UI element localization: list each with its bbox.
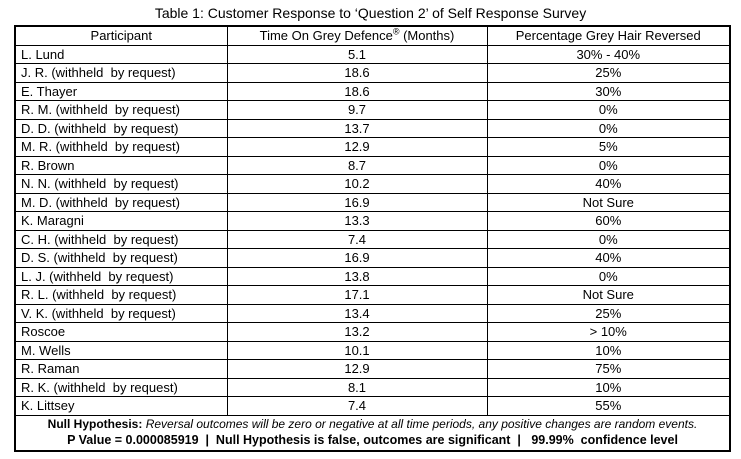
customer-response-table: Participant Time On Grey Defence® (Month… — [14, 25, 731, 452]
percentage-cell: 40% — [486, 248, 731, 268]
percentage-cell: 0% — [486, 266, 731, 286]
months-cell: 7.4 — [226, 396, 488, 416]
footnote-cell: Null Hypothesis: Reversal outcomes will … — [14, 414, 731, 451]
participant-cell: V. K. (withheld by request) — [14, 303, 228, 323]
months-cell: 16.9 — [226, 248, 488, 268]
table-row: K. Littsey 7.4 55% — [14, 396, 731, 416]
months-cell: 13.3 — [226, 211, 488, 231]
percentage-cell: Not Sure — [486, 285, 731, 305]
participant-cell: M. R. (withheld by request) — [14, 137, 228, 157]
months-cell: 7.4 — [226, 229, 488, 249]
months-cell: 8.1 — [226, 377, 488, 397]
table-body: L. Lund 5.1 30% - 40% J. R. (withheld by re… — [14, 44, 731, 416]
table-row: J. R. (withheld by request) 18.6 25% — [14, 63, 731, 83]
table-row: M. Wells 10.1 10% — [14, 340, 731, 360]
months-cell: 18.6 — [226, 63, 488, 83]
percentage-cell: 0% — [486, 155, 731, 175]
percentage-cell: 75% — [486, 359, 731, 379]
months-cell: 10.1 — [226, 340, 488, 360]
months-cell: 8.7 — [226, 155, 488, 175]
header-cell-participant: Participant — [14, 25, 228, 46]
participant-cell: E. Thayer — [14, 81, 228, 101]
months-cell: 13.8 — [226, 266, 488, 286]
table-row: R. Raman 12.9 75% — [14, 359, 731, 379]
percentage-cell: 25% — [486, 303, 731, 323]
percentage-cell: 25% — [486, 63, 731, 83]
participant-cell: R. L. (withheld by request) — [14, 285, 228, 305]
table-row: R. Brown 8.7 0% — [14, 155, 731, 175]
percentage-cell: 0% — [486, 118, 731, 138]
table-row: D. D. (withheld by request) 13.7 0% — [14, 118, 731, 138]
percentage-cell: 0% — [486, 100, 731, 120]
table-row: Roscoe 13.2 > 10% — [14, 322, 731, 342]
null-hypothesis-text: Reversal outcomes will be zero or negati… — [145, 416, 698, 431]
percentage-cell: 60% — [486, 211, 731, 231]
months-cell: 13.2 — [226, 322, 488, 342]
table-header-row: Participant Time On Grey Defence® (Month… — [14, 25, 731, 46]
participant-cell: N. N. (withheld by request) — [14, 174, 228, 194]
participant-cell: C. H. (withheld by request) — [14, 229, 228, 249]
header-cell-time-on-grey-defence: Time On Grey Defence® (Months) — [226, 25, 488, 46]
participant-cell: L. J. (withheld by request) — [14, 266, 228, 286]
participant-cell: R. Raman — [14, 359, 228, 379]
participant-cell: R. Brown — [14, 155, 228, 175]
table-row: L. Lund 5.1 30% - 40% — [14, 44, 731, 64]
participant-cell: D. S. (withheld by request) — [14, 248, 228, 268]
header-time-pre: Time On Grey Defence — [259, 28, 393, 44]
participant-cell: R. M. (withheld by request) — [14, 100, 228, 120]
participant-cell: J. R. (withheld by request) — [14, 63, 228, 83]
table-row: E. Thayer 18.6 30% — [14, 81, 731, 101]
table-row: L. J. (withheld by request) 13.8 0% — [14, 266, 731, 286]
months-cell: 13.4 — [226, 303, 488, 323]
percentage-cell: > 10% — [486, 322, 731, 342]
months-cell: 16.9 — [226, 192, 488, 212]
months-cell: 5.1 — [226, 44, 488, 64]
participant-cell: L. Lund — [14, 44, 228, 64]
table-row: C. H. (withheld by request) 7.4 0% — [14, 229, 731, 249]
months-cell: 17.1 — [226, 285, 488, 305]
months-cell: 9.7 — [226, 100, 488, 120]
percentage-cell: 10% — [486, 377, 731, 397]
header-time-post: (Months) — [399, 28, 455, 44]
table-row: K. Maragni 13.3 60% — [14, 211, 731, 231]
months-cell: 18.6 — [226, 81, 488, 101]
percentage-cell: 55% — [486, 396, 731, 416]
table-row: M. R. (withheld by request) 12.9 5% — [14, 137, 731, 157]
table-row: R. M. (withheld by request) 9.7 0% — [14, 100, 731, 120]
table-row: D. S. (withheld by request) 16.9 40% — [14, 248, 731, 268]
percentage-cell: 5% — [486, 137, 731, 157]
table-footnote-row: Null Hypothesis: Reversal outcomes will … — [14, 414, 731, 451]
months-cell: 10.2 — [226, 174, 488, 194]
percentage-cell: 40% — [486, 174, 731, 194]
participant-cell: D. D. (withheld by request) — [14, 118, 228, 138]
months-cell: 13.7 — [226, 118, 488, 138]
months-cell: 12.9 — [226, 359, 488, 379]
participant-cell: M. Wells — [14, 340, 228, 360]
registered-trademark-icon: ® — [392, 26, 400, 37]
table-row: N. N. (withheld by request) 10.2 40% — [14, 174, 731, 194]
table-row: M. D. (withheld by request) 16.9 Not Sure — [14, 192, 731, 212]
participant-cell: K. Maragni — [14, 211, 228, 231]
percentage-cell: Not Sure — [486, 192, 731, 212]
table-row: V. K. (withheld by request) 13.4 25% — [14, 303, 731, 323]
percentage-cell: 30% - 40% — [486, 44, 731, 64]
participant-cell: Roscoe — [14, 322, 228, 342]
percentage-cell: 10% — [486, 340, 731, 360]
page-title: Table 1: Customer Response to ‘Question … — [154, 5, 587, 21]
percentage-cell: 0% — [486, 229, 731, 249]
table-row: R. K. (withheld by request) 8.1 10% — [14, 377, 731, 397]
participant-cell: R. K. (withheld by request) — [14, 377, 228, 397]
months-cell: 12.9 — [226, 137, 488, 157]
table-row: R. L. (withheld by request) 17.1 Not Sure — [14, 285, 731, 305]
participant-cell: M. D. (withheld by request) — [14, 192, 228, 212]
null-hypothesis-line: Null Hypothesis: Reversal outcomes will … — [18, 417, 727, 432]
percentage-cell: 30% — [486, 81, 731, 101]
participant-cell: K. Littsey — [14, 396, 228, 416]
null-hypothesis-label: Null Hypothesis: — [47, 416, 143, 431]
stats-line: P Value = 0.000085919 | Null Hypothesis … — [67, 432, 678, 447]
header-cell-percentage-reversed: Percentage Grey Hair Reversed — [486, 25, 731, 46]
